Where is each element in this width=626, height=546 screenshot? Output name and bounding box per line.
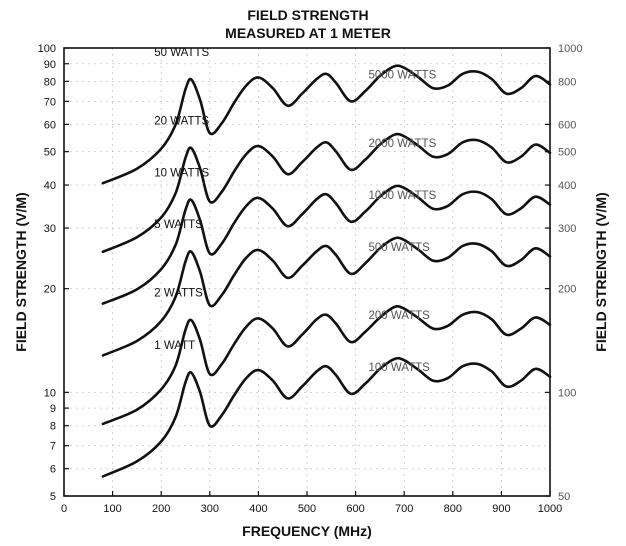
series-line — [101, 305, 552, 426]
chart-title-line-1: FIELD STRENGTH — [247, 7, 368, 23]
series-labels-layer: 1 WATT 100 WATTS 2 WATTS 200 WATTS 5 WATTS 50… — [154, 47, 436, 374]
y-tick-label-left: 20 — [44, 284, 56, 296]
y-tick-label-left: 9 — [50, 403, 56, 415]
series-line — [101, 236, 552, 357]
series-label-right: 2000 WATTS — [369, 138, 437, 150]
series-label-right: 5000 WATTS — [369, 70, 437, 82]
x-tick-label: 800 — [444, 503, 462, 515]
y-tick-label-left: 10 — [44, 387, 56, 399]
y-tick-label-right: 600 — [558, 119, 576, 131]
x-tick-label: 900 — [492, 503, 510, 515]
y-tick-label-right: 500 — [558, 147, 576, 159]
x-tick-label: 700 — [395, 503, 413, 515]
y-tick-label-left: 60 — [44, 119, 56, 131]
x-tick-label: 200 — [152, 503, 170, 515]
series-line — [101, 64, 552, 185]
y-tick-label-left: 8 — [50, 421, 56, 433]
series-label-right: 1000 WATTS — [369, 190, 437, 202]
x-axis-title: FREQUENCY (MHz) — [242, 523, 372, 539]
series-label: 2 WATTS — [154, 287, 203, 299]
series-label-right: 100 WATTS — [369, 362, 431, 374]
series-label-right: 200 WATTS — [369, 310, 431, 322]
y-axis-title-right: FIELD STRENGTH (V/M) — [593, 192, 609, 351]
grid-layer — [64, 48, 550, 496]
y-tick-label-left: 6 — [50, 464, 56, 476]
series-label: 50 WATTS — [154, 47, 209, 59]
x-tick-label: 600 — [346, 503, 364, 515]
x-tick-label: 0 — [61, 503, 67, 515]
x-tick-label: 400 — [249, 503, 267, 515]
series-line — [101, 356, 552, 478]
y-tick-label-left: 70 — [44, 96, 56, 108]
series-label: 5 WATTS — [154, 219, 203, 231]
y-tick-label-left: 40 — [44, 180, 56, 192]
y-tick-label-left: 7 — [50, 441, 56, 453]
y-tick-label-left: 50 — [44, 147, 56, 159]
y-tick-label-right: 400 — [558, 180, 576, 192]
y-tick-label-left: 5 — [50, 491, 56, 503]
series-label: 20 WATTS — [154, 116, 209, 128]
y-tick-label-right: 800 — [558, 76, 576, 88]
y-tick-label-right: 100 — [558, 387, 576, 399]
y-tick-label-right: 1000 — [558, 43, 582, 55]
series-line — [101, 132, 552, 254]
series-label: 1 WATT — [154, 340, 195, 352]
y-tick-label-left: 100 — [38, 43, 56, 55]
x-tick-label: 1000 — [538, 503, 562, 515]
x-tick-label: 300 — [201, 503, 219, 515]
y-tick-label-right: 50 — [558, 491, 570, 503]
y-tick-label-right: 200 — [558, 284, 576, 296]
x-tick-label: 100 — [103, 503, 121, 515]
series-label-right: 500 WATTS — [369, 242, 431, 254]
y-tick-label-left: 30 — [44, 223, 56, 235]
y-tick-label-right: 300 — [558, 223, 576, 235]
y-tick-label-left: 80 — [44, 76, 56, 88]
series-label: 10 WATTS — [154, 167, 209, 179]
series-line — [101, 184, 552, 305]
y-axis-title-left: FIELD STRENGTH (V/M) — [13, 192, 29, 351]
curves-layer — [101, 64, 552, 478]
chart-title-line-2: MEASURED AT 1 METER — [225, 25, 391, 41]
y-tick-label-left: 90 — [44, 59, 56, 71]
x-tick-label: 500 — [298, 503, 316, 515]
ticks-layer: 0 100 200 300 400 500 600 700 800 900 1000 5 6 7 8 9 10 2… — [38, 43, 583, 515]
